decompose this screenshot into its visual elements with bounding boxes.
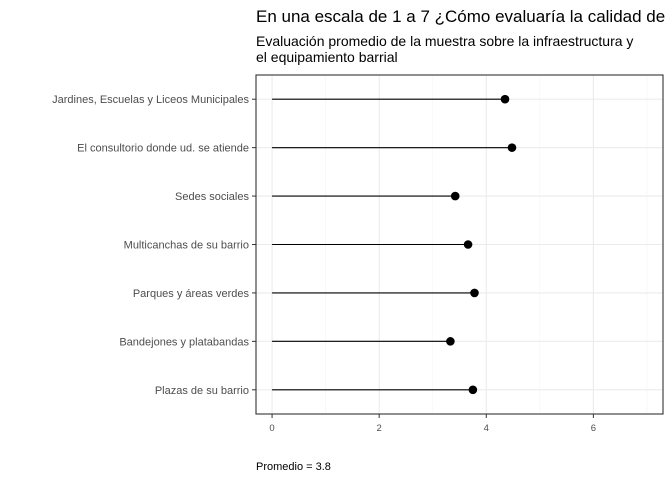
x-tick-label: 4 (484, 423, 489, 434)
x-tick-label: 6 (591, 423, 596, 434)
y-tick-label: Sedes sociales (175, 191, 249, 203)
y-tick-label: Jardines, Escuelas y Liceos Municipales (52, 94, 249, 106)
y-tick-label: Plazas de su barrio (155, 385, 249, 397)
data-marks (272, 94, 517, 395)
panel-border (255, 74, 664, 415)
x-axis-tick-labels: 0 2 4 6 (269, 414, 596, 434)
lollipop-point (507, 143, 517, 152)
chart-subtitle-line-2: el equipamiento barrial (256, 49, 398, 65)
lollipop-point (450, 191, 460, 201)
lollipop-point (446, 337, 455, 346)
y-tick-label: El consultorio donde ud. se atiende (77, 143, 249, 155)
x-tick-label: 0 (269, 423, 274, 434)
lollipop-point (468, 385, 478, 395)
chart-subtitle-line-1: Evaluación promedio de la muestra sobre … (256, 33, 633, 49)
lollipop-point (470, 288, 479, 298)
lollipop-point (500, 94, 510, 104)
y-tick-label: Parques y áreas verdes (133, 288, 250, 300)
y-axis-tick-labels: Jardines, Escuelas y Liceos Municipales E… (52, 94, 256, 397)
lollipop-point (463, 240, 473, 249)
chart-caption: Promedio = 3.8 (256, 461, 331, 473)
x-tick-label: 2 (377, 423, 382, 434)
y-tick-label: Multicanchas de su barrio (124, 240, 249, 252)
chart-title: En una escala de 1 a 7 ¿Cómo evaluaría l… (256, 7, 665, 26)
y-tick-label: Bandejones y platabandas (119, 336, 249, 348)
